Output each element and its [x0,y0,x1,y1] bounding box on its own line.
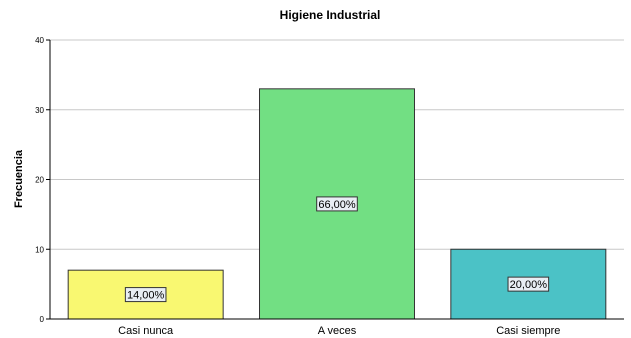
x-category-label: Casi siempre [496,325,560,337]
data-label-box [507,276,550,292]
data-label: 20,00% [510,279,548,291]
data-labels: 14,00% 66,00% 20,00% [124,196,550,303]
y-tick-labels: 0 10 20 30 40 [35,36,44,324]
chart-title: Higiene Industrial [280,8,381,22]
data-label-box [124,287,167,303]
y-axis-label: Frecuencia [13,149,25,208]
x-category-label: A veces [318,325,357,337]
y-tick-label: 10 [35,245,44,254]
x-category-labels: Casi nunca A veces Casi siempre [118,325,560,337]
data-label: 14,00% [127,290,165,302]
y-tick-label: 20 [35,176,44,185]
data-label: 66,00% [318,199,356,211]
axes [46,39,624,320]
y-tick-label: 40 [35,36,44,45]
data-label-box [316,196,358,212]
x-category-label: Casi nunca [118,325,174,337]
y-tick-label: 0 [40,315,45,324]
y-tick-label: 30 [35,106,44,115]
